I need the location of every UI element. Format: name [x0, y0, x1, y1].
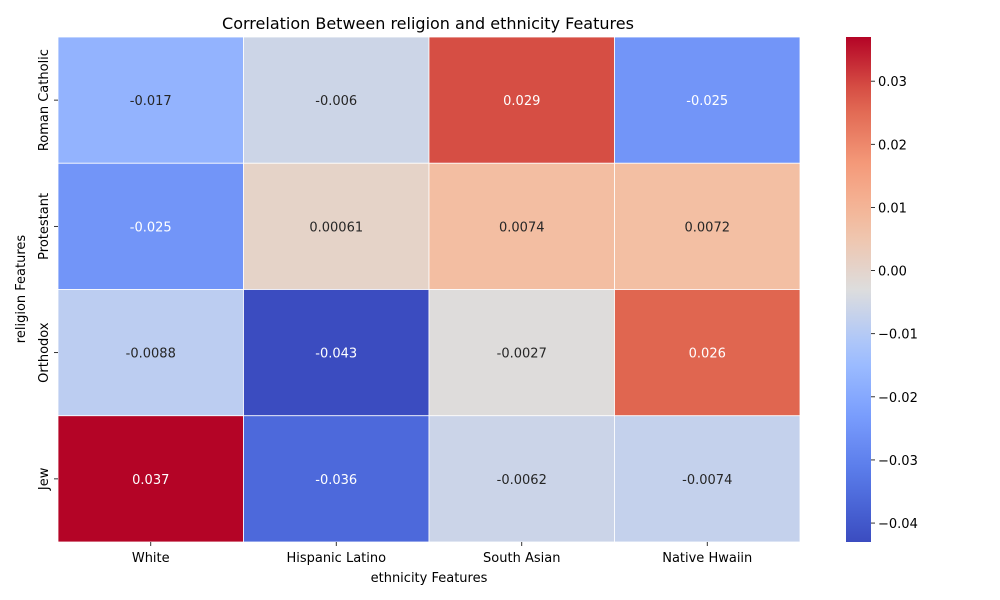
heatmap-cell	[614, 415, 801, 543]
y-axis-label: religion Features	[14, 235, 29, 344]
y-tick-label: Orthodox	[37, 322, 52, 383]
x-tick-label: White	[132, 551, 170, 566]
heatmap-cell	[57, 36, 244, 164]
y-tick-label: Jew	[37, 467, 52, 491]
colorbar-tick-label: −0.03	[878, 454, 918, 469]
x-axis-ticks: White Hispanic Latino South Asian Native Hw…	[132, 542, 752, 566]
cell-value-label: -0.025	[686, 94, 728, 109]
cell-value-label: -0.0088	[126, 347, 176, 362]
cell-value-label: 0.037	[132, 473, 169, 488]
cell-value-label: -0.043	[315, 347, 357, 362]
colorbar-tick-label: 0.03	[878, 75, 907, 90]
cell-value-label: -0.036	[315, 473, 357, 488]
cell-value-label: 0.0072	[685, 220, 731, 235]
heatmap-cell	[614, 36, 801, 164]
y-tick-label: Roman Catholic	[37, 49, 52, 151]
x-axis-label: ethnicity Features	[371, 571, 488, 586]
heatmap-cell	[428, 415, 615, 543]
cell-value-label: 0.026	[689, 347, 726, 362]
colorbar-ticks: 0.03 0.02 0.01 0.00 −0.01 −0.02 −0.03 −0.04	[871, 75, 918, 532]
heatmap-cell	[614, 289, 801, 417]
colorbar-tick-label: −0.01	[878, 328, 918, 343]
colorbar-tick-label: −0.02	[878, 391, 918, 406]
heatmap-cell	[428, 36, 615, 164]
x-tick-label: South Asian	[483, 551, 560, 566]
heatmap-cell	[243, 162, 430, 290]
colorbar	[846, 37, 871, 542]
colorbar-tick-label: 0.00	[878, 265, 907, 280]
colorbar-tick-label: −0.04	[878, 517, 918, 532]
cell-value-label: -0.017	[130, 94, 172, 109]
heatmap-cell	[57, 415, 244, 543]
colorbar-tick-label: 0.02	[878, 138, 907, 153]
y-tick-label: Protestant	[37, 193, 52, 260]
heatmap-cell	[243, 289, 430, 417]
cell-value-label: 0.0074	[499, 220, 545, 235]
y-axis-ticks: Roman Catholic Protestant Orthodox Jew	[37, 49, 58, 491]
heatmap-cell	[243, 36, 430, 164]
cell-value-label: -0.0074	[682, 473, 732, 488]
cell-value-label: -0.0062	[497, 473, 547, 488]
heatmap-cell	[243, 415, 430, 543]
x-tick-label: Native Hwaiin	[662, 551, 752, 566]
cell-value-label: -0.006	[315, 94, 357, 109]
cell-value-label: -0.025	[130, 220, 172, 235]
heatmap-cell	[57, 162, 244, 290]
x-tick-label: Hispanic Latino	[286, 551, 386, 566]
chart-title: Correlation Between religion and ethnici…	[222, 14, 634, 33]
cell-value-label: -0.0027	[497, 347, 547, 362]
heatmap-cell	[428, 162, 615, 290]
cell-value-label: 0.00061	[309, 220, 363, 235]
heatmap-cell	[614, 162, 801, 290]
colorbar-tick-label: 0.01	[878, 201, 907, 216]
cell-value-label: 0.029	[503, 94, 540, 109]
heatmap-cells: -0.017 -0.006 0.029 -0.025 -0.025 0.00061 0.00…	[57, 36, 801, 543]
